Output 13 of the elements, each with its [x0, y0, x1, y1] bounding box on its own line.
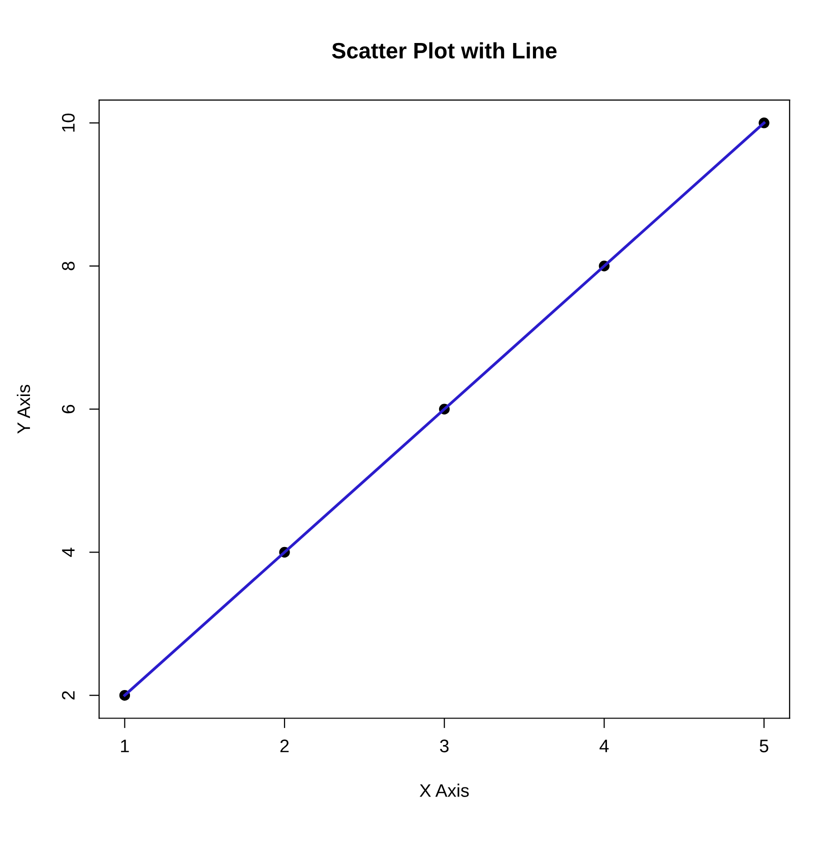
y-tick-label: 4: [62, 548, 75, 557]
y-tick-label: 6: [62, 404, 75, 414]
x-axis-title: X Axis: [420, 784, 469, 797]
x-tick-label: 1: [121, 740, 129, 752]
chart-title: Scatter Plot with Line: [332, 42, 557, 59]
y-axis-title: Y Axis: [16, 384, 30, 434]
x-tick-label: 2: [280, 740, 289, 752]
y-tick-label: 8: [62, 262, 75, 270]
x-tick-label: 3: [440, 740, 449, 752]
y-tick-label: 10: [62, 114, 75, 132]
y-tick-label: 2: [62, 691, 75, 700]
x-tick-label: 5: [760, 740, 768, 752]
x-tick-label: 4: [600, 740, 609, 752]
